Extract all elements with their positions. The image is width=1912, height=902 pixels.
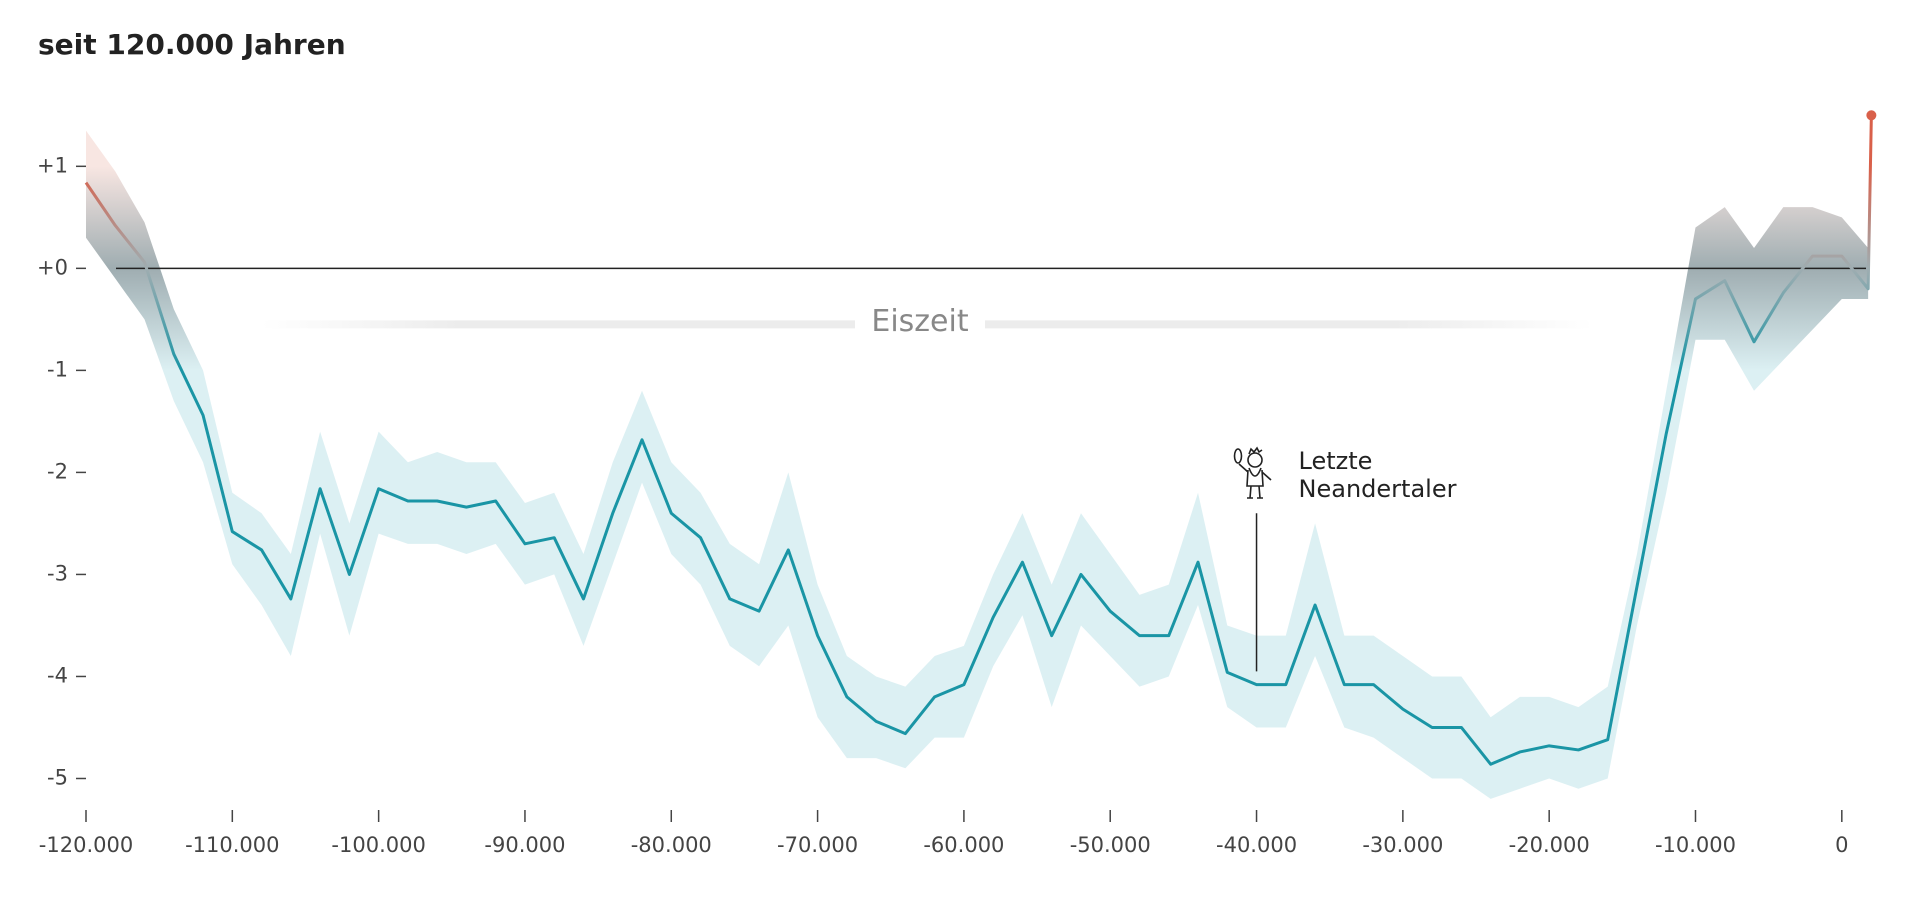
y-tick-label: +1	[37, 153, 68, 177]
x-tick-label: -10.000	[1655, 833, 1736, 857]
y-tick-label: -4	[47, 663, 68, 687]
x-tick-label: -40.000	[1216, 833, 1297, 857]
y-tick-label: +0	[37, 255, 68, 279]
annotation-text: Neandertaler	[1299, 475, 1457, 503]
x-tick-label: -120.000	[39, 833, 133, 857]
x-tick-label: -90.000	[484, 833, 565, 857]
annotation-text: Letzte	[1299, 447, 1373, 475]
y-tick-label: -2	[47, 459, 68, 483]
end-point	[1866, 110, 1877, 121]
chart-title: seit 120.000 Jahren	[38, 28, 346, 61]
x-tick-label: -100.000	[331, 833, 425, 857]
y-tick-label: -5	[47, 765, 68, 789]
uncertainty-band	[86, 130, 1869, 799]
x-tick-label: -60.000	[923, 833, 1004, 857]
y-tick-label: -3	[47, 561, 68, 585]
temperature-line	[84, 115, 1873, 766]
x-tick-label: 0	[1835, 833, 1848, 857]
x-tick-label: -70.000	[777, 833, 858, 857]
x-tick-label: -50.000	[1070, 833, 1151, 857]
x-tick-label: -80.000	[631, 833, 712, 857]
eiszeit-label: Eiszeit	[871, 304, 968, 339]
x-tick-label: -110.000	[185, 833, 279, 857]
x-tick-label: -30.000	[1362, 833, 1443, 857]
neanderthal-icon	[1233, 446, 1272, 499]
y-tick-label: -1	[47, 357, 68, 381]
x-tick-label: -20.000	[1509, 833, 1590, 857]
eiszeit-gap	[855, 309, 986, 338]
